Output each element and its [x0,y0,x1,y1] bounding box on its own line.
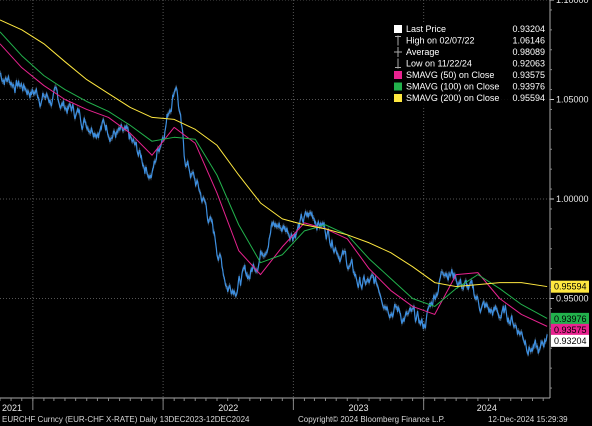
legend-value: 0.93575 [512,70,545,80]
x-tick-label: 2023 [349,403,369,413]
legend-value: 0.95594 [512,93,545,103]
legend-value: 0.93204 [512,24,545,34]
y-tick-label: 1.05000 [556,95,589,105]
price-band [0,70,548,358]
last-value-label: 0.93976 [554,314,587,324]
legend-label: High on 02/07/22 [406,36,475,46]
y-axis: 0.95000 1.00000 1.05000 1.10000 [549,0,589,398]
footer-timestamp: 12-Dec-2024 15:29:39 [488,415,568,424]
legend-label: SMAVG (100) on Close [406,82,499,92]
legend-swatch [394,71,402,79]
x-tick-label: 2024 [477,403,497,413]
y-tick-label: 1.00000 [556,194,589,204]
series-smavg-200 [0,19,548,288]
x-tick-label: 2021 [2,403,22,413]
y-tick-label: 1.10000 [556,0,589,5]
series-lines [0,19,548,357]
legend-swatch [394,82,402,91]
legend-swatch [394,25,402,33]
legend-label: SMAVG (50) on Close [406,70,494,80]
legend-value: 0.93976 [512,82,545,92]
footer-ticker: EURCHF Curncy (EUR-CHF X-RATE) Daily 13D… [2,415,250,424]
last-value-box [551,323,589,336]
footer-copyright: Copyright© 2024 Bloomberg Finance L.P. [298,415,446,424]
legend-value: 1.06146 [512,36,545,46]
series-last-price [0,72,548,357]
footer: EURCHF Curncy (EUR-CHF X-RATE) Daily 13D… [0,413,592,426]
x-axis: 2021 2022 2023 2024 [0,397,550,413]
legend-label: Low on 11/22/24 [406,59,472,69]
series-smavg-100 [0,31,548,319]
legend-value: 0.98089 [512,47,545,57]
last-value-box [551,280,589,293]
legend-label: Last Price [406,24,446,34]
legend-label: Average [406,47,439,57]
legend-box [388,22,548,106]
series-smavg-50 [0,43,548,327]
last-value-box [551,312,589,325]
y-tick-label: 0.95000 [556,294,589,304]
last-value-label: 0.95594 [554,282,587,292]
last-value-label: 0.93204 [554,336,587,346]
price-range-band [0,70,548,358]
legend-value: 0.92063 [512,59,545,69]
x-tick-label: 2022 [218,403,238,413]
legend: Last Price 0.93204 High on 02/07/22 1.06146… [388,22,548,106]
legend-swatch [394,94,402,102]
last-value-box [551,334,589,347]
legend-label: SMAVG (200) on Close [406,93,499,103]
last-value-label: 0.93575 [554,325,587,335]
